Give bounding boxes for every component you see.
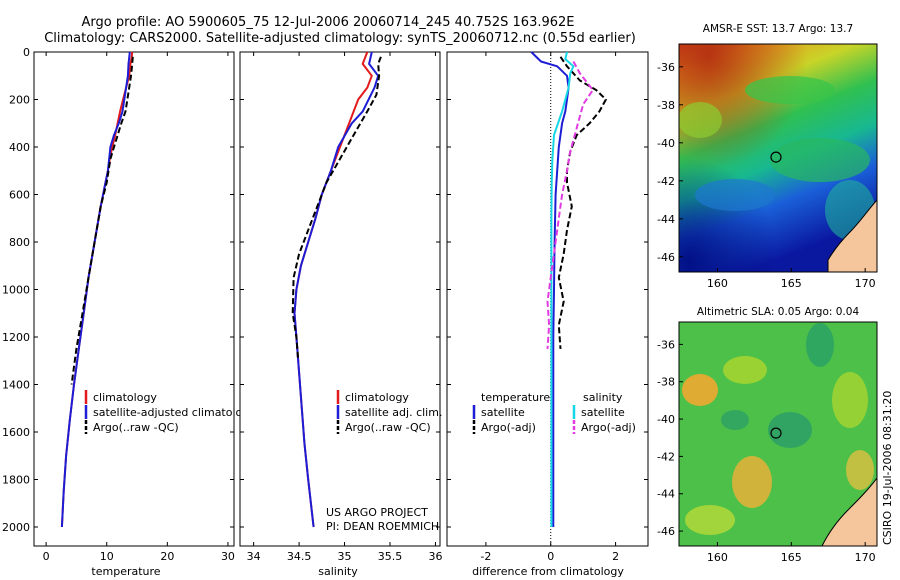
- map-y-tick-label: -38: [657, 99, 675, 112]
- series-line-satellite-adjusted-climatology: [60, 51, 131, 528]
- sla-map-ticks: 160 165 170 -36 -38 -40 -42 -44 -46: [657, 338, 876, 564]
- series-line-argo-raw-qc: [291, 56, 382, 361]
- x-tick-label: 34.5: [287, 550, 312, 563]
- x-tick-label: 20: [160, 550, 174, 563]
- temperature-ticks: 0 10 20 30 0 200 400 600 800 1000 1200 1400 1600 1800…: [2, 46, 235, 563]
- sst-argo-location-marker: [770, 151, 782, 163]
- series-line-salinity-satellite: [550, 51, 575, 527]
- legend-label-sal-satellite: satellite: [581, 406, 625, 419]
- sla-map-frame: [678, 321, 878, 547]
- map-x-tick-label: 160: [707, 277, 728, 290]
- temperature-series: [60, 51, 134, 528]
- map-y-tick-label: -46: [657, 525, 675, 538]
- difference-legend: temperature satellite Argo(-adj) salinit…: [472, 391, 636, 434]
- sst-map-title: AMSR-E SST: 13.7 Argo: 13.7: [703, 23, 853, 35]
- series-line-argo-raw-qc: [70, 56, 134, 385]
- series-line-temperature-satellite: [530, 51, 570, 527]
- map-y-tick-label: -42: [657, 175, 675, 188]
- difference-ticks: -2 0 2: [447, 51, 648, 563]
- legend-title-temperature: temperature: [481, 391, 550, 404]
- x-tick-label: -2: [480, 550, 491, 563]
- map-y-tick-label: -42: [657, 450, 675, 463]
- figure-title-line1: Argo profile: AO 5900605_75 12-Jul-2006 …: [81, 15, 574, 30]
- legend-label-temp-argo: Argo(-adj): [481, 421, 536, 434]
- map-y-tick-label: -36: [657, 338, 675, 351]
- project-credit: US ARGO PROJECT: [326, 506, 428, 519]
- map-y-tick-label: -46: [657, 251, 675, 264]
- x-tick-label: 0: [43, 550, 50, 563]
- salinity-axes-frame: [239, 51, 441, 547]
- temperature-legend: climatology satellite-adjusted climatolo…: [84, 390, 256, 434]
- y-tick-label: 600: [9, 189, 30, 202]
- salinity-series: [291, 51, 382, 528]
- legend-label-satellite-adj: satellite adj. clim.: [345, 406, 442, 419]
- y-tick-label: 1800: [2, 474, 30, 487]
- map-x-tick-label: 170: [855, 277, 876, 290]
- temperature-axes-frame: [33, 51, 235, 547]
- map-x-tick-label: 160: [707, 551, 728, 564]
- sst-map-ticks: 160 165 170 -36 -38 -40 -42 -44 -46: [657, 61, 876, 290]
- y-tick-label: 2000: [2, 521, 30, 534]
- difference-axes-frame: [446, 51, 649, 547]
- x-tick-label: 0: [547, 550, 554, 563]
- difference-xlabel: difference from climatology: [472, 565, 624, 578]
- legend-label-climatology: climatology: [93, 391, 157, 404]
- map-y-tick-label: -36: [657, 61, 675, 74]
- y-tick-label: 1200: [2, 331, 30, 344]
- x-tick-label: 2: [612, 550, 619, 563]
- series-line-satellite-adj-clim: [293, 51, 380, 528]
- legend-label-satellite-adjusted: satellite-adjusted climatology: [93, 406, 256, 419]
- map-x-tick-label: 165: [781, 277, 802, 290]
- salinity-xlabel: salinity: [318, 565, 358, 578]
- x-tick-label: 30: [221, 550, 235, 563]
- x-tick-label: 10: [100, 550, 114, 563]
- legend-label-argo: Argo(..raw -QC): [345, 421, 431, 434]
- temperature-panel: 0 10 20 30 0 200 400 600 800 1000 1200 1400 1600 1800…: [2, 46, 256, 578]
- legend-label-argo: Argo(..raw -QC): [93, 421, 179, 434]
- map-x-tick-label: 165: [781, 551, 802, 564]
- figure-title-line2: Climatology: CARS2000. Satellite-adjuste…: [44, 31, 636, 46]
- y-tick-label: 200: [9, 94, 30, 107]
- legend-title-salinity: salinity: [583, 391, 623, 404]
- sla-map-title: Altimetric SLA: 0.05 Argo: 0.04: [697, 306, 860, 318]
- temperature-xlabel: temperature: [91, 565, 160, 578]
- sst-land-mass: [827, 199, 877, 272]
- y-tick-label: 1000: [2, 284, 30, 297]
- x-tick-label: 34: [247, 550, 261, 563]
- salinity-legend: climatology satellite adj. clim. Argo(..…: [336, 390, 442, 434]
- pi-credit: PI: DEAN ROEMMICH: [326, 520, 439, 533]
- x-tick-label: 35.5: [378, 550, 403, 563]
- x-tick-label: 35: [338, 550, 352, 563]
- sla-map-image: [679, 322, 877, 546]
- sla-map-panel: Altimetric SLA: 0.05 Argo: 0.04 160 165 17…: [657, 306, 878, 564]
- map-x-tick-label: 170: [855, 551, 876, 564]
- sla-argo-location-marker: [770, 427, 782, 439]
- y-tick-label: 1600: [2, 426, 30, 439]
- y-tick-label: 400: [9, 141, 30, 154]
- legend-label-climatology: climatology: [345, 391, 409, 404]
- salinity-panel: 34 34.5 35 35.5 36 salinity climatology sate…: [239, 51, 442, 578]
- sla-land-mass: [821, 477, 877, 546]
- map-y-tick-label: -40: [657, 137, 675, 150]
- sst-map-panel: AMSR-E SST: 13.7 Argo: 13.7 160 165 170 -36…: [657, 23, 878, 290]
- y-tick-label: 800: [9, 236, 30, 249]
- map-y-tick-label: -38: [657, 376, 675, 389]
- map-y-tick-label: -40: [657, 413, 675, 426]
- csiro-timestamp: CSIRO 19-Jul-2006 08:31:20: [881, 391, 894, 545]
- salinity-ticks: 34 34.5 35 35.5 36: [240, 51, 442, 563]
- difference-series: [530, 51, 607, 527]
- y-tick-label: 1400: [2, 379, 30, 392]
- y-tick-label: 0: [23, 46, 30, 59]
- legend-label-sal-argo: Argo(-adj): [581, 421, 636, 434]
- sst-map-frame: [678, 43, 878, 273]
- map-y-tick-label: -44: [657, 213, 675, 226]
- legend-label-temp-satellite: satellite: [481, 406, 525, 419]
- map-y-tick-label: -44: [657, 488, 675, 501]
- series-line-salinity-argo-adj: [546, 61, 594, 349]
- x-tick-label: 36: [428, 550, 442, 563]
- difference-panel: -2 0 2 difference from climatology tempera…: [446, 51, 649, 578]
- sst-map-image: [679, 44, 877, 272]
